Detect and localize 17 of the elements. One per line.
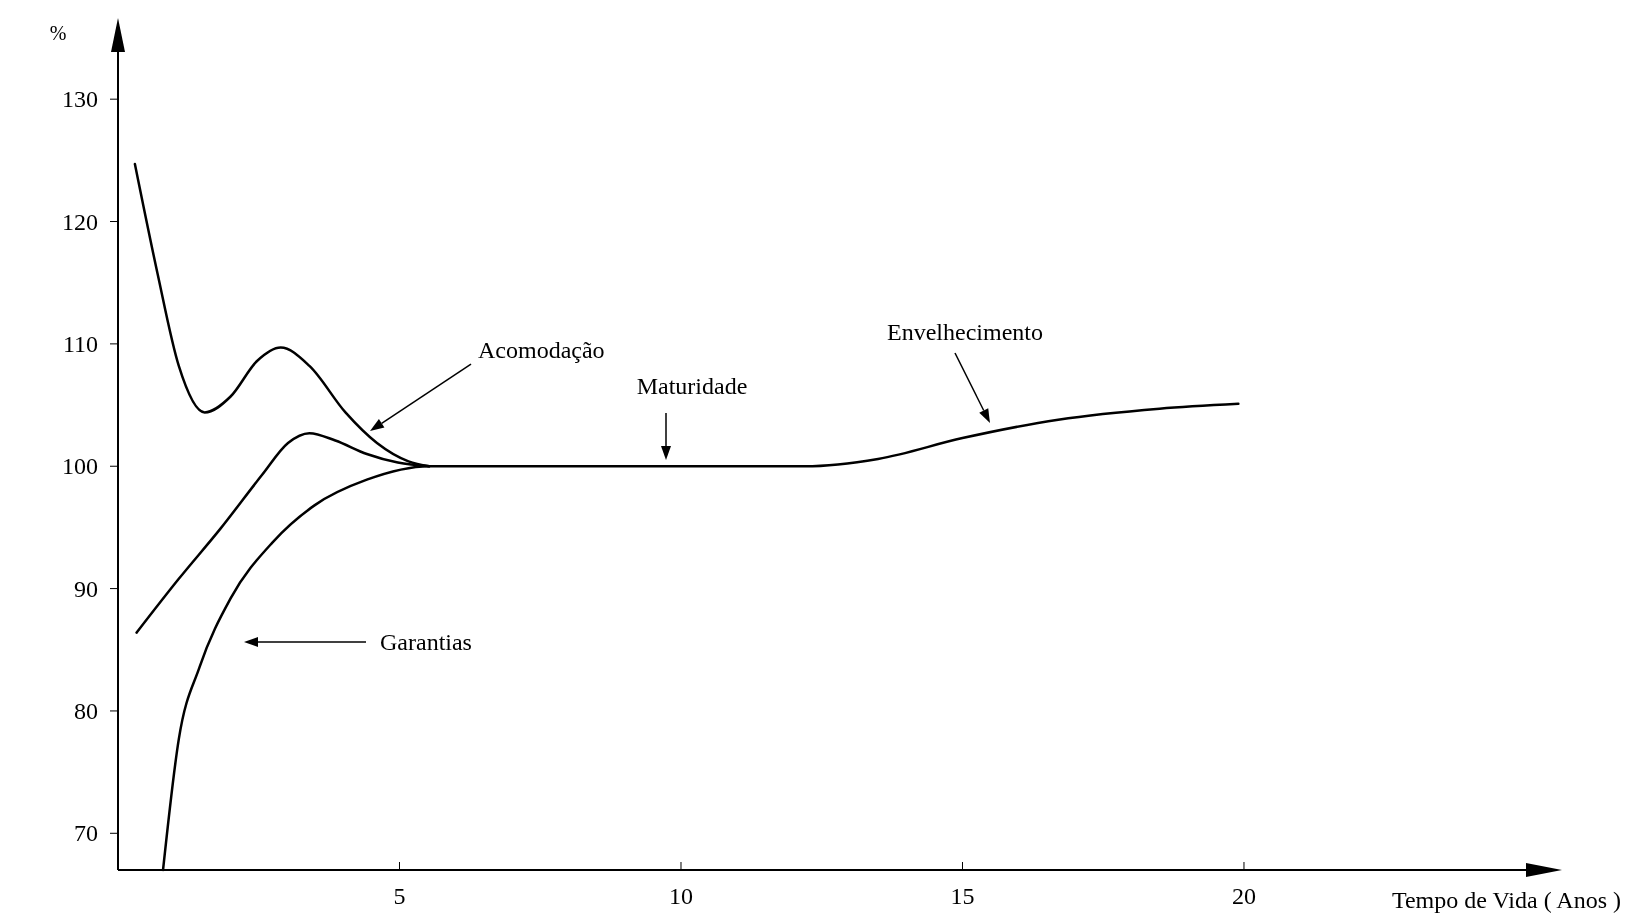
y-tick-label: 90 bbox=[74, 575, 98, 602]
annotation: Garantias bbox=[380, 629, 472, 655]
y-tick-label: 130 bbox=[62, 86, 98, 113]
x-tick-label: 5 bbox=[393, 883, 406, 909]
y-axis-title: % bbox=[49, 22, 67, 44]
x-tick-label: 15 bbox=[950, 883, 975, 909]
y-tick-label: 70 bbox=[74, 820, 98, 847]
y-tick-label: 80 bbox=[74, 697, 98, 724]
annotation: Maturidade bbox=[636, 373, 748, 399]
annotation: Envelhecimento bbox=[887, 319, 1043, 345]
annotation: Acomodação bbox=[478, 337, 605, 363]
x-tick-label: 20 bbox=[1231, 883, 1256, 909]
y-tick-label: 110 bbox=[62, 330, 98, 357]
x-axis-title: Tempo de Vida ( Anos ) bbox=[1391, 887, 1621, 913]
x-tick-label: 10 bbox=[668, 883, 693, 909]
y-tick-label: 100 bbox=[62, 453, 98, 480]
y-tick-label: 120 bbox=[62, 208, 98, 235]
